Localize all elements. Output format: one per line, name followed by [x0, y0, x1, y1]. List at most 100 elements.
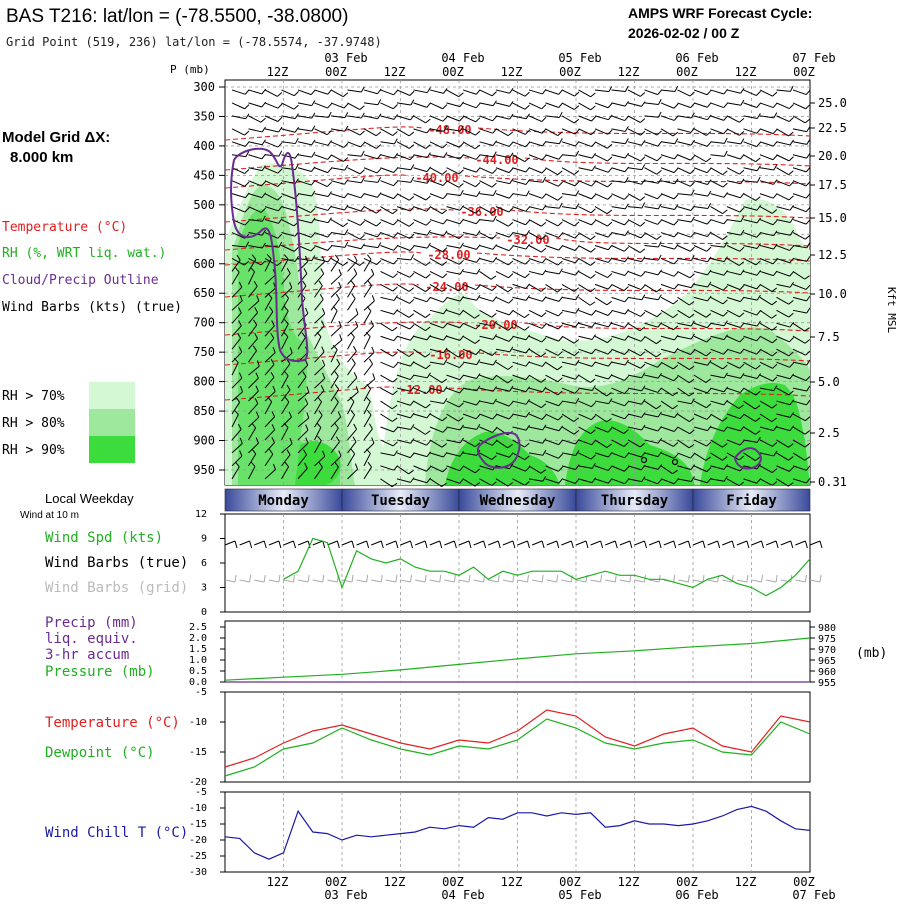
wind-barb — [611, 257, 626, 263]
wind-barb-true-flag — [731, 540, 735, 549]
wind-barb — [281, 443, 293, 454]
wind-barb — [396, 335, 411, 341]
wind-barb-flag — [375, 131, 382, 137]
wind-barb-flag — [370, 320, 375, 327]
wind-barb-flag — [349, 396, 355, 402]
wind-barb-flag — [739, 207, 745, 213]
wind-barb-flag — [689, 429, 695, 435]
wind-barb — [347, 180, 362, 184]
wind-barb-flag — [476, 385, 481, 392]
wind-barb — [314, 336, 322, 350]
wind-barb — [561, 322, 576, 328]
wind-barb-flag — [475, 182, 481, 188]
wind-barb-flag — [804, 416, 811, 422]
wind-barb — [561, 465, 576, 471]
wind-barb — [792, 335, 806, 344]
wind-barb — [759, 361, 773, 369]
wind-barb-flag — [624, 296, 629, 303]
wind-barb-grid-flag — [702, 574, 705, 583]
rh-legend-swatch — [89, 382, 135, 409]
wind-barb-flag — [541, 155, 547, 161]
wind-barb — [512, 193, 527, 197]
wind-barb-flag — [476, 268, 481, 275]
wind-barb-flag — [238, 281, 243, 288]
wind-barb — [627, 426, 642, 431]
y-tick-label: -10 — [189, 717, 207, 728]
wind-barb — [314, 467, 323, 480]
wind-barb-flag — [425, 313, 431, 318]
wind-barb-flag — [606, 300, 612, 306]
wind-barb — [347, 167, 361, 175]
wind-barb-flag — [284, 461, 289, 468]
wind-barb-flag — [707, 114, 712, 120]
wind-barb — [528, 167, 543, 174]
wind-barb-flag — [771, 326, 778, 331]
dewpoint-line — [224, 718, 811, 777]
wind-barb — [759, 206, 773, 214]
wind-barb — [347, 401, 355, 415]
wind-barb-grid — [502, 579, 513, 583]
wind-barb-true-flag — [629, 540, 633, 549]
wind-barb-flag — [408, 469, 414, 475]
wind-barb — [512, 128, 526, 135]
wind-barb — [297, 102, 312, 107]
wind-barb — [561, 128, 576, 135]
altitude-tick-label: 5.0 — [818, 375, 840, 389]
wind-barb — [413, 219, 427, 226]
wind-barb — [726, 180, 741, 185]
wind-barb — [248, 232, 263, 236]
wind-barb — [594, 270, 608, 278]
wind-barb-flag — [442, 104, 448, 110]
wind-barb — [792, 322, 805, 332]
wind-barb — [759, 89, 773, 97]
wind-barb-flag — [442, 116, 448, 122]
wind-barb-flag — [334, 397, 339, 403]
wind-barb-flag — [755, 90, 761, 96]
wind-barb — [479, 257, 494, 263]
wind-barb — [446, 322, 460, 329]
wind-barb — [363, 128, 377, 137]
wind-barb — [545, 348, 559, 356]
wind-barb — [297, 468, 308, 480]
wind-barb — [611, 180, 626, 184]
wind-barb-grid-flag — [395, 574, 398, 583]
wind-barb-grid — [649, 579, 660, 583]
wind-barb-flag — [508, 309, 514, 316]
wind-barb-flag — [772, 338, 778, 344]
wind-barb-flag — [673, 453, 679, 459]
wind-barb-grid — [488, 579, 499, 583]
wind-barb-flag — [525, 142, 530, 148]
wind-barb — [495, 296, 509, 304]
wind-barb-flag — [624, 100, 629, 107]
wind-barb-flag — [359, 234, 365, 240]
wind-barb-flag — [623, 429, 629, 434]
wind-speed-line — [283, 537, 811, 597]
wind-barb — [264, 453, 274, 467]
wind-barb — [347, 273, 358, 285]
pressure-tick-label: 300 — [193, 80, 215, 94]
wind-barb — [429, 361, 444, 366]
wind-barb-flag — [284, 397, 290, 403]
wind-barb — [545, 115, 560, 118]
wind-barb — [660, 413, 675, 419]
wind-barb-flag — [353, 345, 357, 352]
wind-barb — [413, 232, 428, 236]
y-tick-label: 2.5 — [189, 622, 207, 633]
wind-barb — [429, 283, 443, 292]
wind-barb — [347, 206, 361, 212]
wind-barb-flag — [575, 307, 580, 314]
wind-barb-flag — [624, 413, 629, 420]
wind-barb — [264, 352, 276, 363]
wind-barb — [479, 374, 493, 381]
wind-barb — [429, 335, 444, 341]
wind-barb — [231, 443, 243, 454]
y-tick-label: 0.0 — [189, 677, 207, 688]
wind-barb-flag — [360, 177, 365, 183]
wind-barb-flag — [261, 88, 266, 95]
wind-barb — [380, 478, 393, 488]
wind-barb-flag — [320, 268, 325, 275]
wind-barb — [462, 478, 476, 487]
wind-barb — [396, 193, 410, 201]
altitude-tick-label: 0.31 — [818, 475, 847, 489]
